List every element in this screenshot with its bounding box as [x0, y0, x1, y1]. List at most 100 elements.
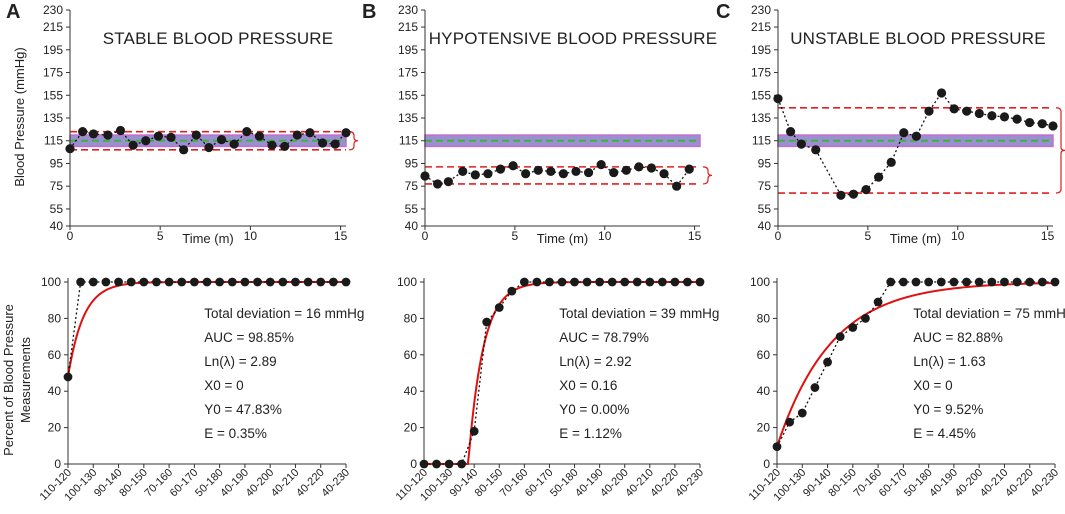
data-point — [848, 323, 858, 332]
data-point — [328, 277, 338, 287]
x-tick-label: 0 — [422, 229, 429, 243]
stat-line: Y0 = 47.83% — [204, 402, 282, 417]
data-point — [898, 277, 908, 287]
data-point — [532, 277, 542, 287]
data-point — [773, 94, 783, 104]
y-tick-label: 40 — [50, 219, 64, 233]
data-point — [785, 127, 796, 137]
y-tick-label: 175 — [398, 66, 418, 80]
data-point — [835, 332, 845, 341]
x-tick-label: 5 — [512, 229, 519, 243]
y-tick-label: 40 — [405, 219, 419, 233]
data-point — [1037, 277, 1047, 287]
data-point — [823, 357, 832, 367]
bottom-y-axis-label-line2: Measurements — [18, 337, 33, 423]
y-tick-label: 175 — [43, 66, 63, 80]
data-point — [179, 145, 189, 155]
data-point — [139, 277, 149, 287]
data-point — [128, 140, 138, 150]
series-line — [776, 281, 1055, 447]
data-point — [166, 132, 176, 142]
data-point — [483, 169, 493, 179]
y-tick-label: 155 — [43, 88, 63, 102]
data-point — [596, 160, 606, 170]
y-tick-label: 230 — [43, 3, 63, 17]
data-point — [519, 277, 529, 287]
data-point — [316, 277, 326, 287]
y-tick-label: 195 — [751, 43, 771, 57]
data-point — [521, 169, 531, 179]
data-point — [305, 128, 315, 138]
data-point — [432, 179, 443, 189]
data-point — [886, 157, 896, 167]
top-panel-c: C UNSTABLE BLOOD PRESSURE 40 55 75 95 115 135 15… — [716, 1, 1065, 246]
x-tick-label: 10 — [244, 229, 258, 243]
data-point — [216, 135, 227, 145]
y-tick-label: 20 — [757, 421, 771, 435]
stat-line: E = 4.45% — [913, 426, 976, 441]
y-tick-label: 100 — [41, 275, 61, 289]
data-point — [620, 277, 630, 287]
data-point — [419, 459, 429, 469]
data-point — [670, 277, 680, 287]
x-axis-label: Time (m) — [537, 231, 589, 246]
y-tick-label: 115 — [44, 134, 63, 148]
data-point — [962, 106, 972, 116]
data-point — [861, 185, 871, 195]
top-panel-b: B HYPOTENSIVE BLOOD PRESSURE 40 55 75 95 115 13… — [362, 1, 717, 246]
stat-line: Ln(λ) = 2.89 — [204, 354, 276, 369]
y-tick-label: 215 — [751, 20, 771, 34]
data-point — [595, 277, 605, 287]
y-tick-label: 195 — [398, 43, 418, 57]
data-point — [242, 127, 252, 137]
x-tick-label: 40-230 — [319, 467, 352, 500]
stat-line: Y0 = 0.00% — [559, 402, 629, 417]
data-point — [470, 170, 480, 180]
data-point — [189, 277, 199, 287]
series-line — [424, 163, 690, 188]
data-point — [683, 277, 692, 287]
stat-line: AUC = 98.85% — [204, 330, 294, 345]
x-tick-label: 5 — [157, 229, 164, 243]
x-axis-label: Time (m) — [182, 231, 234, 246]
data-point — [873, 297, 883, 307]
deviation-brace — [348, 131, 359, 151]
data-point — [557, 277, 567, 287]
data-point — [114, 277, 123, 287]
data-point — [1025, 277, 1035, 287]
data-point — [974, 108, 984, 119]
data-point — [254, 131, 265, 141]
data-point — [886, 277, 896, 287]
data-point — [1037, 119, 1047, 129]
panel-letter: A — [6, 1, 20, 23]
data-point — [469, 426, 479, 436]
data-point — [836, 190, 846, 200]
data-point — [571, 166, 581, 177]
data-point — [177, 277, 187, 287]
data-point — [657, 277, 667, 287]
data-point — [621, 165, 631, 175]
y-tick-label: 95 — [50, 156, 64, 170]
data-point — [911, 277, 921, 287]
data-point — [659, 169, 669, 179]
chart-title: UNSTABLE BLOOD PRESSURE — [790, 29, 1046, 48]
data-point — [267, 140, 277, 150]
data-point — [191, 130, 201, 140]
data-point — [458, 166, 468, 177]
data-point — [63, 372, 73, 382]
y-tick-label: 135 — [398, 111, 418, 125]
data-point — [936, 277, 946, 287]
y-tick-label: 75 — [758, 179, 772, 193]
data-point — [126, 277, 136, 287]
y-tick-label: 75 — [50, 179, 64, 193]
data-point — [482, 317, 492, 327]
data-point — [303, 277, 313, 287]
y-tick-label: 40 — [757, 384, 771, 398]
data-point — [1050, 277, 1060, 287]
stat-line: E = 0.35% — [204, 426, 267, 441]
data-point — [1025, 117, 1035, 128]
data-point — [153, 131, 163, 141]
stat-line: Ln(λ) = 2.92 — [559, 354, 631, 369]
